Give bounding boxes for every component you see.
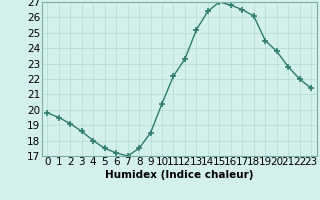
X-axis label: Humidex (Indice chaleur): Humidex (Indice chaleur): [105, 170, 253, 180]
